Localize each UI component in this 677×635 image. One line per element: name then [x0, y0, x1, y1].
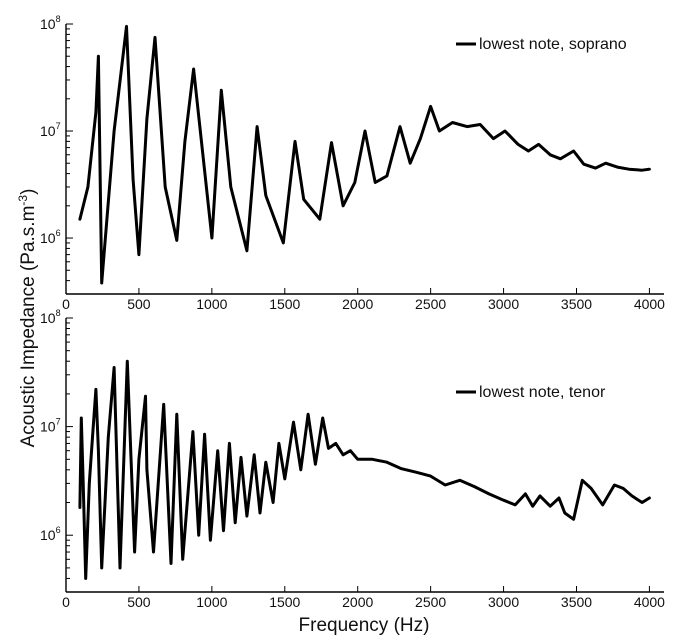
series-line — [78, 24, 651, 285]
x-tick-label: 500 — [127, 594, 151, 610]
y-tick-label: 107 — [40, 121, 61, 139]
series-line — [78, 359, 651, 580]
x-tick-label: 1500 — [269, 296, 300, 312]
x-tick-label: 3500 — [561, 296, 592, 312]
x-tick-label: 3000 — [488, 594, 519, 610]
y-tick-label: 107 — [40, 417, 61, 435]
y-tick-label: 106 — [40, 525, 61, 543]
x-tick-label: 1000 — [196, 594, 227, 610]
x-tick-label: 500 — [127, 296, 151, 312]
x-tick-label: 0 — [62, 296, 70, 312]
x-tick-label: 0 — [62, 594, 70, 610]
y-tick-label: 108 — [40, 308, 61, 326]
x-tick-label: 4000 — [634, 594, 665, 610]
x-tick-label: 3500 — [561, 594, 592, 610]
legend-label: lowest note, tenor — [479, 384, 606, 401]
legend-label: lowest note, soprano — [479, 36, 627, 53]
y-axis-title: Acoustic Impedance (Pa.s.m-3) — [16, 189, 39, 448]
y-tick-label: 106 — [40, 228, 61, 246]
x-axis-title: Frequency (Hz) — [299, 615, 430, 635]
x-tick-label: 2000 — [342, 296, 373, 312]
x-tick-label: 2500 — [415, 594, 446, 610]
x-tick-label: 1500 — [269, 594, 300, 610]
panel-bottom: 0 500 1000 1500 2000 2500 3000 3500 4000 108 107 10… — [40, 308, 665, 610]
x-tick-label: 2000 — [342, 594, 373, 610]
panel-top: 0 500 1000 1500 2000 2500 3000 3500 4000 108 107 10… — [40, 14, 665, 312]
x-tick-label: 3000 — [488, 296, 519, 312]
x-tick-label: 4000 — [634, 296, 665, 312]
x-tick-label: 1000 — [196, 296, 227, 312]
x-tick-label: 2500 — [415, 296, 446, 312]
y-tick-label: 108 — [40, 14, 61, 32]
